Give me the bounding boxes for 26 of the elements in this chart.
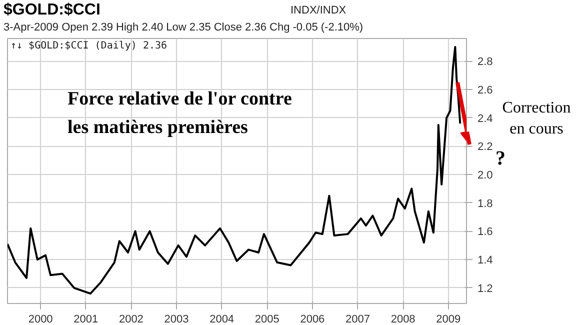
x-tick-label: 2004 [210,314,234,325]
y-tick-label: 1.8 [478,198,493,210]
y-tick-label: 2.0 [478,170,493,182]
x-tick-label: 2003 [164,314,189,325]
y-tick-label: 2.6 [478,84,493,97]
annotation: ↑↓ $GOLD:$CCI (Daily) 2.36 [10,40,168,52]
y-tick-label: 2.8 [478,56,493,68]
x-tick-label: 2005 [254,314,280,325]
y-tick-label: 1.4 [478,254,493,267]
text: ? [496,147,506,170]
text: Correction en cours [502,99,571,138]
y-tick-label: 1.6 [478,226,493,238]
annotation: Force relative de l'or contre les matières premières [68,88,292,138]
y-tick-label: 2.4 [478,112,493,125]
x-tick-label: 2000 [28,314,53,325]
x-tick-label: 2007 [346,314,370,325]
x-tick-label: 2009 [436,314,461,325]
y-tick-label: 2.2 [478,141,493,154]
chart-title: $GOLD:$CCI [4,2,100,18]
text: INDX/INDX [290,4,347,16]
x-tick-label: 2001 [74,314,98,325]
chart-subtitle: 3-Apr-2009 Open 2.39 High 2.40 Low 2.35 Close 2.36 Chg -0.05 (-2.10%) [4,22,364,34]
y-tick-label: 1.2 [478,282,493,295]
x-tick-label: 2002 [118,314,144,325]
x-tick-label: 2006 [300,314,325,325]
x-tick-label: 2008 [390,314,416,325]
